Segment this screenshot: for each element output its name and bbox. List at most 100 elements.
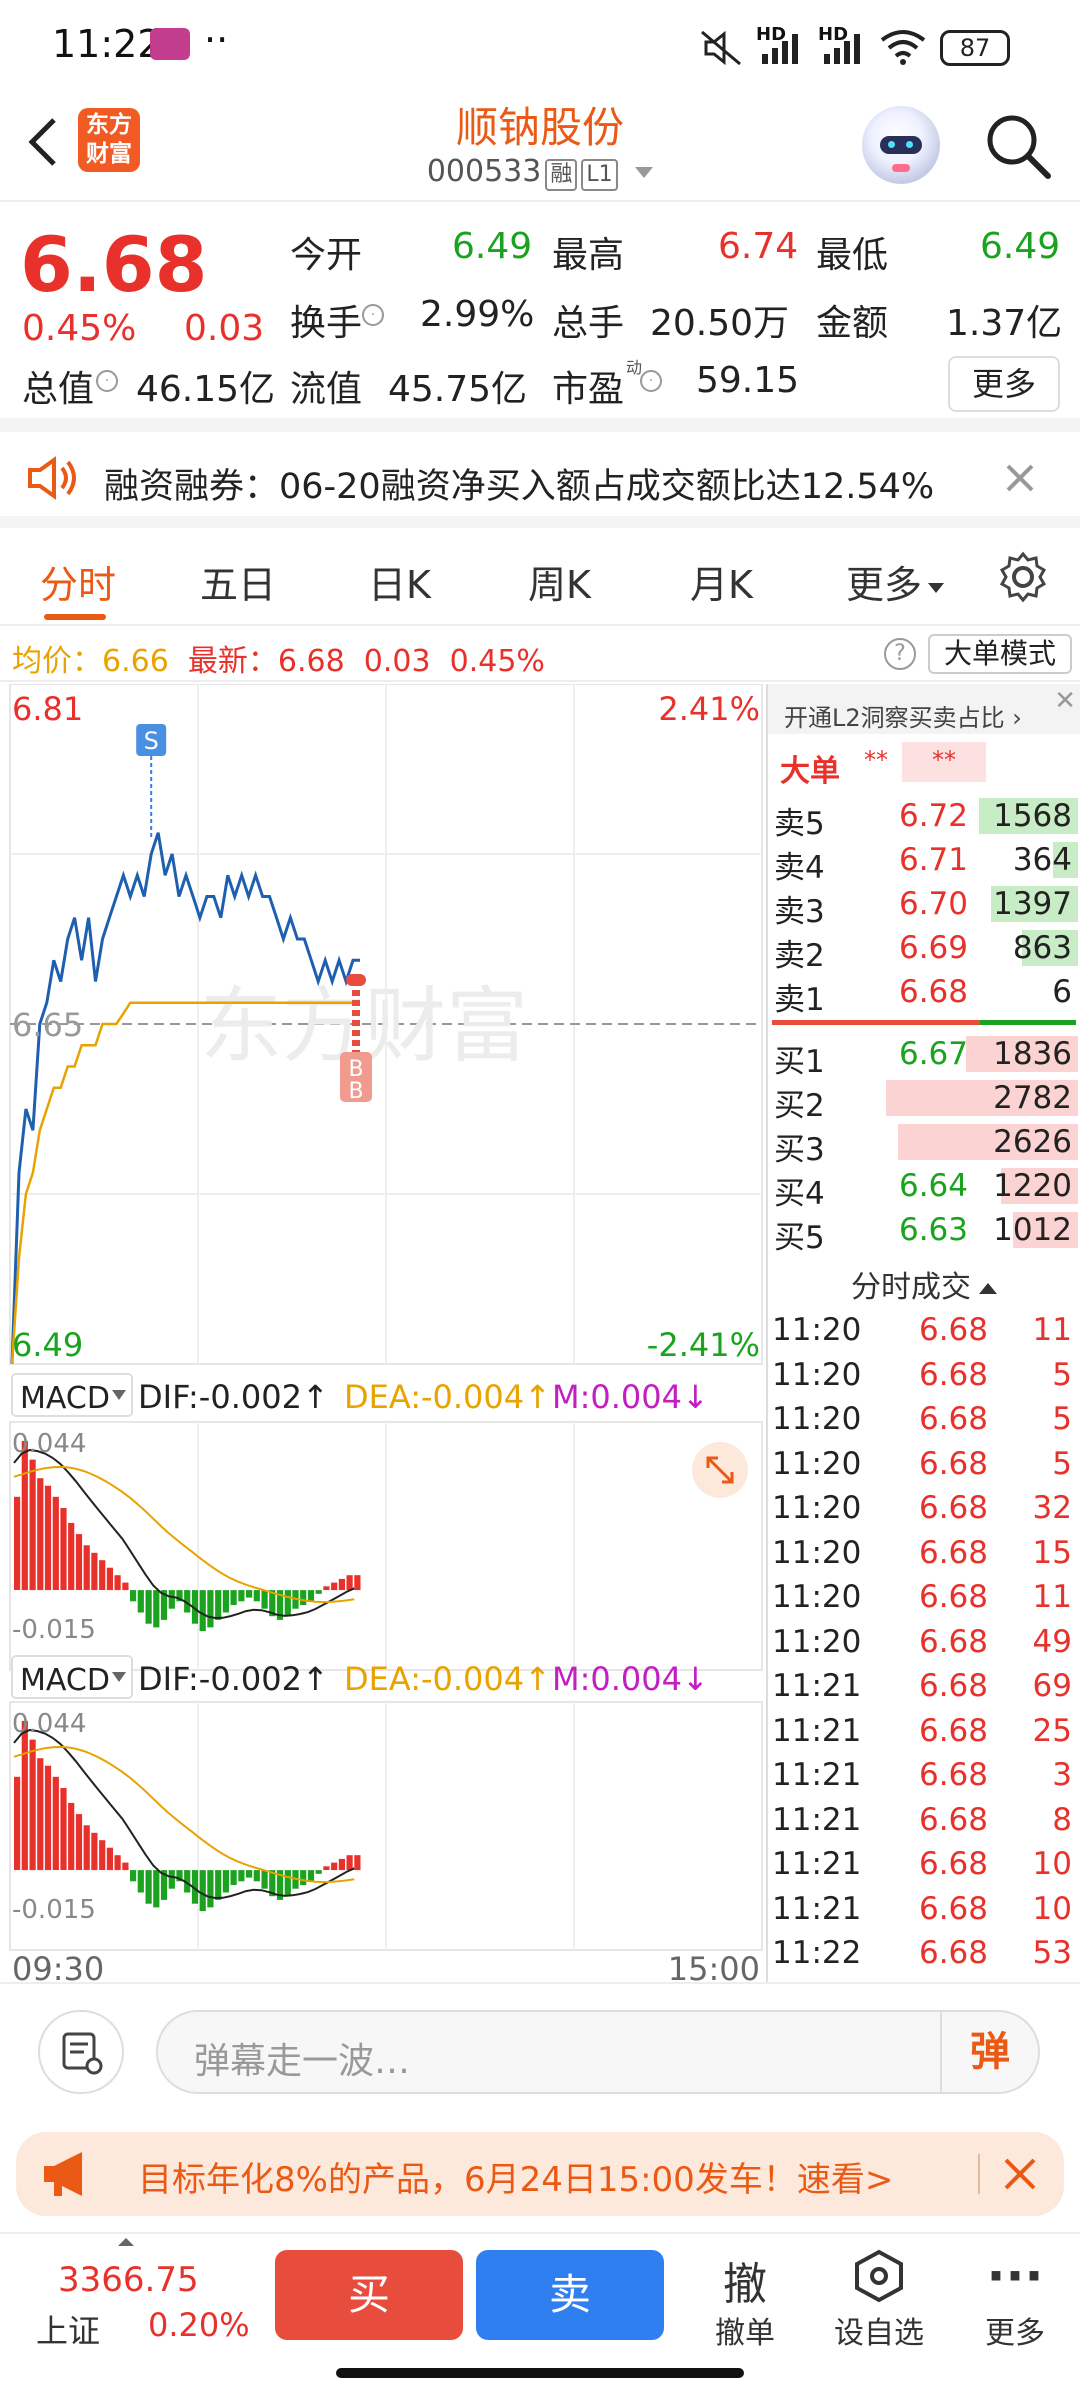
tick-price: 6.68 [918,1445,988,1482]
b-marker-dot [346,974,366,986]
order-book-row[interactable]: 卖1 6.68 6 [768,970,1078,1018]
trade-markers: S BB [136,724,372,1104]
tab-weekly-k[interactable]: 周K [528,563,591,607]
ticks-list[interactable]: 11:20 6.68 11 11:20 6.68 5 11:20 6.68 5 11:20 6.68… [768,1310,1080,1982]
sell-button[interactable]: 卖 [476,2250,664,2340]
order-book-row[interactable]: 卖3 6.70 1397 [768,882,1078,930]
l2-banner[interactable]: 开通L2洞察买卖占比 › ✕ [768,684,1080,734]
order-book-row[interactable]: 卖5 6.72 1568 [768,794,1078,842]
order-book-row[interactable]: 买1 6.67 1836 [768,1032,1078,1080]
stock-code-row[interactable]: 000533 融 L1 [0,154,1080,191]
high-value: 6.74 [718,226,799,267]
tick-price: 6.68 [918,1490,988,1526]
macd-bar [207,1870,214,1908]
tick-row: 11:21 6.68 3 [768,1755,1078,1799]
tab-monthly-k[interactable]: 月K [690,563,753,607]
macd-bar [52,1776,59,1870]
search-icon[interactable] [982,110,1054,182]
order-book-row[interactable]: 买5 6.63 1012 [768,1208,1078,1256]
tick-price: 6.68 [918,1579,988,1615]
gear-icon[interactable] [996,550,1050,604]
close-icon[interactable] [1000,2154,1040,2194]
latest-value: 6.68 [277,644,345,679]
macd-bar [215,1870,222,1900]
tab-daily-k[interactable]: 日K [368,563,431,607]
assistant-avatar[interactable] [862,106,940,184]
close-icon[interactable]: ✕ [1054,686,1076,716]
info-icon[interactable]: · [362,304,384,326]
order-book-row[interactable]: 卖2 6.69 863 [768,926,1078,974]
amount-value: 1.37亿 [946,303,1063,344]
macd-bar [269,1590,276,1617]
order-book-row[interactable]: 卖4 6.71 364 [768,838,1078,886]
index-value[interactable]: 3366.75 [58,2260,199,2300]
help-icon[interactable]: ? [884,638,916,670]
order-volume: 2782 [993,1080,1072,1116]
info-icon[interactable]: · [640,370,662,392]
order-level-label: 买4 [774,1176,825,1212]
macd-bar [29,1459,36,1591]
macd-bar [52,1496,59,1590]
more-notifications-icon: ·· [204,18,229,62]
ticks-header[interactable]: 分时成交 [768,1262,1080,1306]
tab-intraday[interactable]: 分时 [40,563,117,607]
tick-price: 6.68 [918,1757,988,1793]
level-tag: L1 [581,159,618,191]
close-icon[interactable] [1002,460,1038,496]
tick-row: 11:20 6.68 32 [768,1488,1078,1532]
buy-order-book: 买1 6.67 1836 买26.662782买36.652626 买4 6.64 1220… [768,1032,1080,1256]
more-quote-button[interactable]: 更多 [948,356,1060,412]
tick-time: 11:20 [772,1623,862,1660]
y-mid-label: 6.65 [12,1006,83,1044]
chevron-down-icon [112,1390,126,1400]
x-end-label: 15:00 [668,1950,760,1982]
macd-bar [106,1847,113,1871]
danmu-list-icon[interactable] [38,2010,124,2094]
macd-bar [160,1590,168,1620]
cancel-order-button[interactable]: 撤 撤单 [690,2248,800,2352]
add-watchlist-button[interactable]: 设自选 [824,2248,934,2352]
back-icon[interactable] [20,112,70,172]
more-menu-button[interactable]: ··· 更多 [960,2248,1070,2352]
danmu-send-button[interactable]: 弹 [940,2012,1038,2092]
macd-bar [44,1485,52,1591]
order-volume: 1220 [993,1168,1072,1204]
danmu-input[interactable]: 弹幕走一波… 弹 [156,2010,1040,2094]
home-indicator[interactable] [336,2368,744,2378]
mute-icon [701,30,741,66]
macd-bar [191,1590,199,1624]
margin-notice[interactable]: 融资融券：06-20融资净买入额占成交额比达12.54% [0,432,1080,528]
l2-banner-text: 开通L2洞察买卖占比 › [784,704,1022,732]
macd-bar [261,1870,268,1889]
tick-row: 11:20 6.68 11 [768,1310,1078,1354]
promo-divider [978,2154,980,2194]
buy-button[interactable]: 买 [275,2250,463,2340]
order-book-row[interactable]: 买4 6.64 1220 [768,1164,1078,1212]
low-value: 6.49 [980,226,1061,267]
tick-row: 11:21 6.68 10 [768,1889,1078,1933]
tab-more[interactable]: 更多 [846,554,945,609]
app-notification-icon [150,28,190,60]
order-book-row[interactable]: 买36.652626 [768,1120,1078,1168]
promo-banner[interactable]: 目标年化8%的产品，6月24日15:00发车！速看> [16,2132,1064,2216]
macd-bar [153,1870,160,1908]
macd-bar [91,1832,98,1871]
tab-five-day[interactable]: 五日 [200,563,277,607]
macd-bar [75,1814,83,1870]
big-order-mode-button[interactable]: 大单模式 [928,634,1072,674]
macd-bar [60,1788,67,1870]
order-price: 6.67 [898,1036,968,1072]
order-volume: 863 [1012,930,1072,966]
macd-bar [137,1870,144,1893]
order-volume-bar [1022,930,1078,966]
macd-bar [354,1855,361,1871]
tick-volume: 53 [1032,1935,1072,1971]
macd-bar [222,1870,229,1893]
tick-time: 11:20 [772,1534,862,1571]
tick-time: 11:21 [772,1846,862,1882]
info-icon[interactable]: · [96,370,118,392]
stock-name[interactable]: 顺钠股份 [455,103,624,152]
sell-order-book: 卖5 6.72 1568 卖4 6.71 364 卖3 6.70 1397 卖2 6.69 863 卖1… [768,794,1080,1018]
order-book-row[interactable]: 买26.662782 [768,1076,1078,1124]
